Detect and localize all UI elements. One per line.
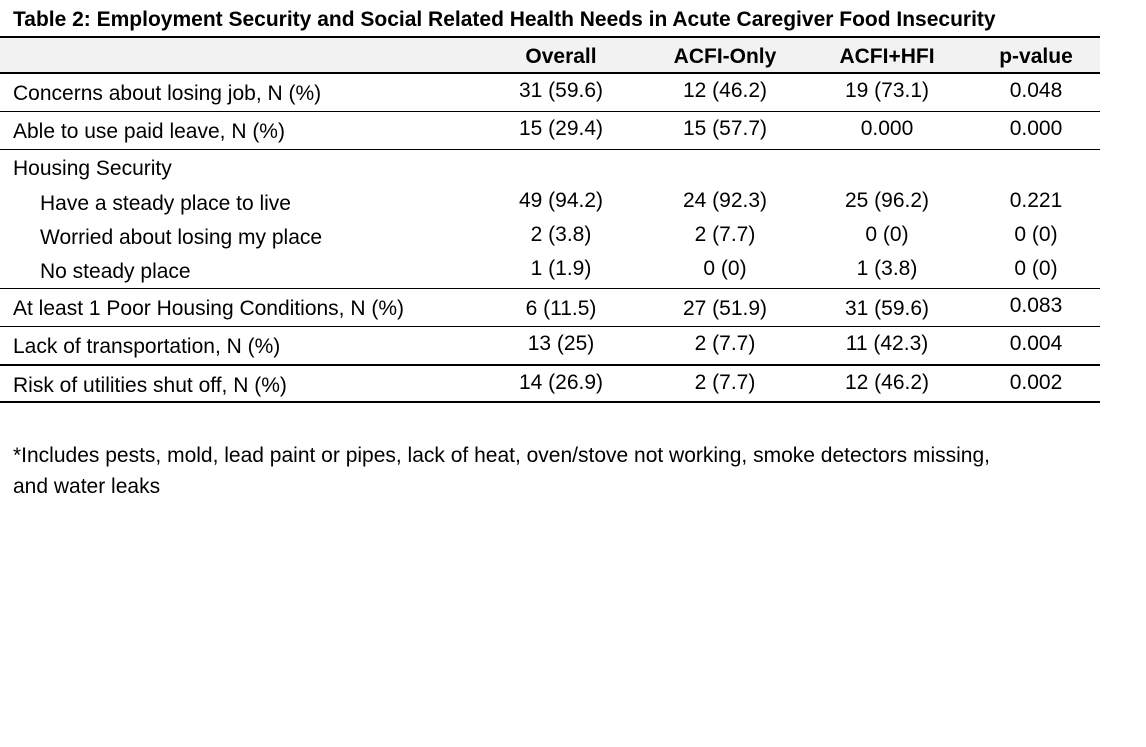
row-label: Lack of transportation, N (%) <box>13 335 281 358</box>
cell-overall: 1 (1.9) <box>530 257 592 280</box>
cell-acfi-only: 12 (46.2) <box>682 79 768 102</box>
column-header-acfi-only: ACFI-Only <box>673 45 777 68</box>
footnote-line-1: *Includes pests, mold, lead paint or pip… <box>13 444 991 467</box>
results-table: Overall ACFI-Only ACFI+HFI p-value Conce… <box>0 36 1146 403</box>
cell-overall: 6 (11.5) <box>525 297 597 320</box>
cell-acfi-only: 0 (0) <box>703 257 747 280</box>
cell-acfi-hfi: 0 (0) <box>865 223 909 246</box>
cell-acfi-hfi: 31 (59.6) <box>844 297 930 320</box>
cell-p-value: 0.002 <box>1009 371 1063 394</box>
cell-acfi-only: 15 (57.7) <box>682 117 768 140</box>
row-label: Risk of utilities shut off, N (%) <box>13 374 287 397</box>
table-section-housing: Housing Security Have a steady place to … <box>0 150 1100 289</box>
cell-acfi-only: 24 (92.3) <box>682 189 768 212</box>
table-row-transportation: Lack of transportation, N (%) 13 (25) 2 … <box>0 327 1100 365</box>
cell-acfi-hfi: 12 (46.2) <box>844 371 930 394</box>
row-label: Worried about losing my place <box>40 226 323 249</box>
row-label: Concerns about losing job, N (%) <box>13 82 322 105</box>
cell-p-value: 0.083 <box>1009 294 1063 317</box>
column-header-acfi-hfi: ACFI+HFI <box>839 45 935 68</box>
table-footnote: *Includes pests, mold, lead paint or pip… <box>13 440 1103 502</box>
cell-acfi-hfi: 11 (42.3) <box>845 332 929 355</box>
cell-acfi-only: 2 (7.7) <box>694 223 756 246</box>
cell-overall: 2 (3.8) <box>530 223 592 246</box>
cell-acfi-hfi: 1 (3.8) <box>856 257 918 280</box>
cell-acfi-hfi: 25 (96.2) <box>844 189 930 212</box>
cell-overall: 13 (25) <box>527 332 595 355</box>
cell-p-value: 0.221 <box>1009 189 1063 212</box>
row-label: Have a steady place to live <box>40 192 291 215</box>
cell-acfi-hfi: 0.000 <box>860 117 914 140</box>
table-row-paid-leave: Able to use paid leave, N (%) 15 (29.4) … <box>0 112 1100 150</box>
cell-overall: 15 (29.4) <box>518 117 604 140</box>
cell-p-value: 0 (0) <box>1014 257 1058 280</box>
table-title: Table 2: Employment Security and Social … <box>13 8 996 31</box>
row-label: Able to use paid leave, N (%) <box>13 120 285 143</box>
cell-p-value: 0.048 <box>1009 79 1063 102</box>
table-row-losing-job: Concerns about losing job, N (%) 31 (59.… <box>0 74 1100 112</box>
cell-acfi-only: 2 (7.7) <box>694 332 756 355</box>
table-row-utilities: Risk of utilities shut off, N (%) 14 (26… <box>0 365 1100 403</box>
cell-overall: 14 (26.9) <box>518 371 604 394</box>
table-row-poor-housing: At least 1 Poor Housing Conditions, N (%… <box>0 289 1100 327</box>
cell-overall: 49 (94.2) <box>518 189 604 212</box>
cell-p-value: 0.004 <box>1009 332 1063 355</box>
row-label: At least 1 Poor Housing Conditions, N (%… <box>13 297 405 320</box>
cell-acfi-only: 27 (51.9) <box>682 297 768 320</box>
footnote-line-2: and water leaks <box>13 475 161 498</box>
row-label: No steady place <box>40 260 191 283</box>
column-header-overall: Overall <box>525 45 597 68</box>
cell-acfi-only: 2 (7.7) <box>694 371 756 394</box>
column-header-p-value: p-value <box>999 45 1073 68</box>
section-label: Housing Security <box>13 157 172 180</box>
cell-p-value: 0.000 <box>1009 117 1063 140</box>
cell-acfi-hfi: 19 (73.1) <box>844 79 930 102</box>
cell-p-value: 0 (0) <box>1014 223 1058 246</box>
cell-overall: 31 (59.6) <box>518 79 604 102</box>
table-header-row: Overall ACFI-Only ACFI+HFI p-value <box>0 36 1100 74</box>
